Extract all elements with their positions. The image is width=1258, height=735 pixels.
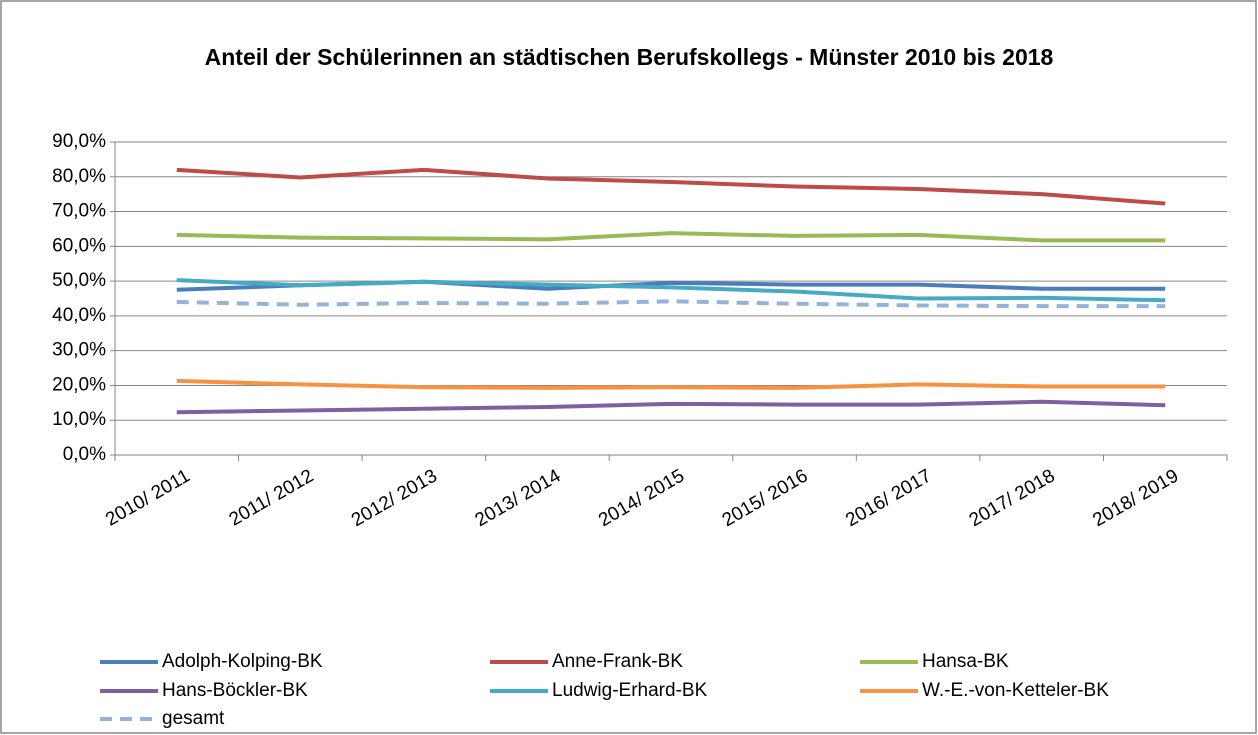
- series-line: [176, 278, 1166, 303]
- y-tick-label: 10,0%: [52, 409, 106, 430]
- legend-label: Ludwig-Erhard-BK: [552, 680, 708, 701]
- legend-label: gesamt: [162, 708, 225, 729]
- legend-label: Hansa-BK: [922, 651, 1009, 672]
- y-tick-label: 90,0%: [52, 131, 106, 152]
- y-tick-label: 30,0%: [52, 340, 106, 361]
- y-tick-label: 80,0%: [52, 166, 106, 187]
- chart-title: Anteil der Schülerinnen an städtischen B…: [204, 44, 1054, 70]
- series-line: [176, 231, 1166, 243]
- series-line: [176, 299, 1166, 309]
- legend-label: Hans-Böckler-BK: [162, 680, 308, 701]
- series-line: [176, 399, 1166, 415]
- legend-label: Adolph-Kolping-BK: [162, 651, 323, 672]
- y-tick-label: 50,0%: [52, 270, 106, 291]
- series-line: [176, 167, 1166, 206]
- y-tick-label: 20,0%: [52, 374, 106, 395]
- y-tick-label: 70,0%: [52, 201, 106, 222]
- legend-label: Anne-Frank-BK: [552, 651, 683, 672]
- y-tick-label: 40,0%: [52, 305, 106, 326]
- y-tick-label: 60,0%: [52, 235, 106, 256]
- series-line: [176, 378, 1166, 390]
- y-tick-label: 0,0%: [63, 444, 106, 465]
- legend-label: W.-E.-von-Ketteler-BK: [922, 680, 1109, 701]
